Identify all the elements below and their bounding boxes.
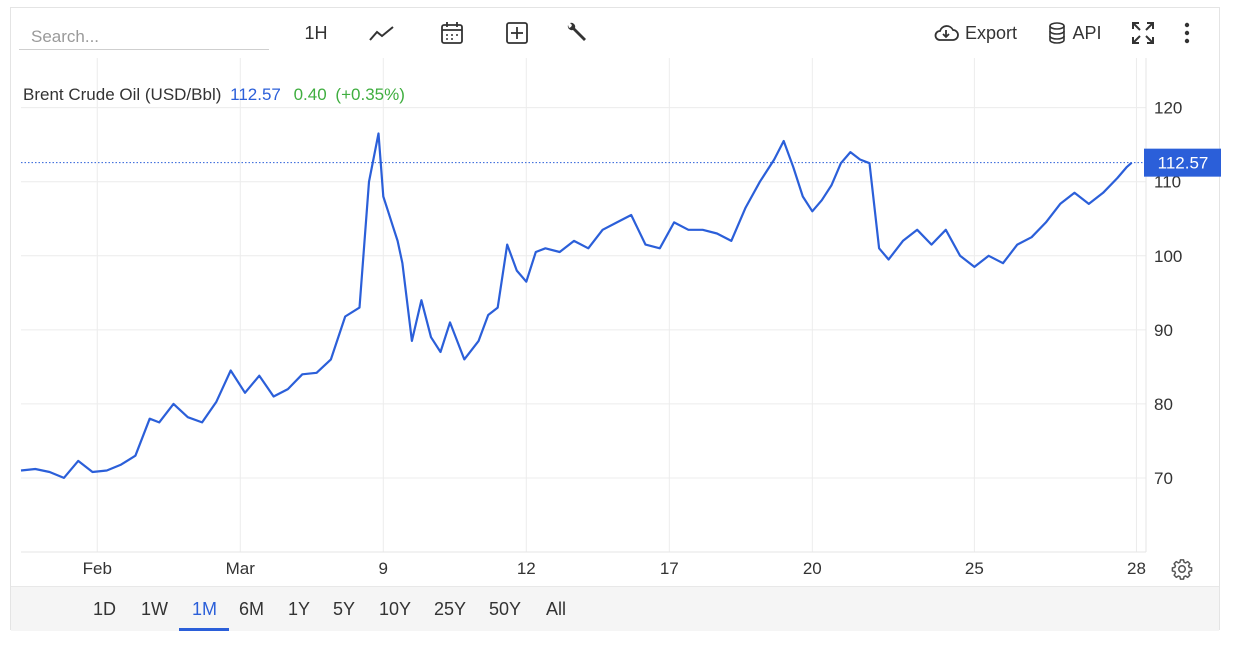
chart-toolbar: 1H	[11, 8, 1219, 58]
wrench-icon	[567, 22, 586, 41]
range-button-1w[interactable]: 1W	[141, 599, 168, 619]
cloud-download-icon	[934, 25, 959, 41]
api-label: API	[1072, 22, 1102, 43]
gear-icon	[1171, 559, 1193, 580]
more-vertical-icon	[1184, 22, 1190, 44]
price-change-percent: (+0.35%)	[335, 85, 405, 104]
y-tick-label: 110	[1154, 173, 1181, 192]
x-tick-label: 9	[379, 559, 388, 578]
x-tick-label: 12	[517, 559, 536, 578]
export-button[interactable]: Export	[929, 16, 1021, 50]
range-button-6m[interactable]: 6M	[239, 599, 265, 619]
y-tick-label: 70	[1154, 469, 1173, 488]
range-selector: 1D 1W 1M 6M 1Y 5Y 10Y 25Y 50Y All	[11, 586, 1219, 631]
price-chart[interactable]: 70 80 90 100 110 120 Feb Mar 9 12 17 20 25 28 112.57	[11, 58, 1221, 588]
chart-legend: Brent Crude Oil (USD/Bbl) 112.57 0.40 (+…	[23, 85, 405, 105]
fullscreen-button[interactable]	[1129, 16, 1157, 50]
api-button[interactable]: API	[1045, 16, 1105, 50]
search-input[interactable]	[19, 20, 269, 50]
x-tick-label: Feb	[83, 559, 112, 578]
date-range-button[interactable]	[437, 16, 467, 50]
last-price-tag-label: 112.57	[1158, 154, 1209, 173]
chart-settings-button[interactable]	[1171, 558, 1193, 585]
instrument-name: Brent Crude Oil (USD/Bbl)	[23, 85, 222, 104]
price-series-line	[20, 132, 1133, 479]
plus-box-icon	[506, 22, 528, 44]
last-price: 112.57	[230, 85, 281, 104]
calendar-icon	[441, 22, 463, 44]
interval-label: 1H	[304, 22, 328, 43]
range-button-25y[interactable]: 25Y	[434, 599, 467, 619]
price-change: 0.40	[293, 85, 327, 104]
range-button-10y[interactable]: 10Y	[379, 599, 412, 619]
chart-type-button[interactable]	[367, 16, 397, 50]
interval-button[interactable]: 1H	[301, 16, 331, 50]
line-chart-icon	[369, 26, 394, 41]
y-tick-label: 120	[1154, 99, 1182, 118]
x-tick-label: 28	[1127, 559, 1146, 578]
fullscreen-icon	[1132, 22, 1154, 44]
range-button-all[interactable]: All	[546, 599, 567, 619]
x-tick-label: 25	[965, 559, 984, 578]
settings-tools-button[interactable]	[561, 16, 591, 50]
y-tick-label: 100	[1154, 247, 1182, 266]
export-label: Export	[964, 22, 1018, 43]
range-button-50y[interactable]: 50Y	[489, 599, 522, 619]
database-icon	[1049, 22, 1066, 44]
range-button-5y[interactable]: 5Y	[333, 599, 356, 619]
x-tick-label: Mar	[226, 559, 256, 578]
range-button-1m[interactable]: 1M	[192, 599, 218, 619]
x-tick-label: 17	[660, 559, 679, 578]
chart-widget: 1H	[10, 7, 1221, 631]
last-price-tag	[1144, 148, 1221, 177]
range-button-1y[interactable]: 1Y	[288, 599, 311, 619]
more-options-button[interactable]	[1177, 16, 1197, 50]
y-tick-label: 80	[1154, 395, 1173, 414]
active-range-underline	[179, 628, 229, 631]
range-button-1d[interactable]: 1D	[93, 599, 117, 619]
compare-button[interactable]	[502, 16, 532, 50]
y-tick-label: 90	[1154, 321, 1173, 340]
x-tick-label: 20	[803, 559, 822, 578]
